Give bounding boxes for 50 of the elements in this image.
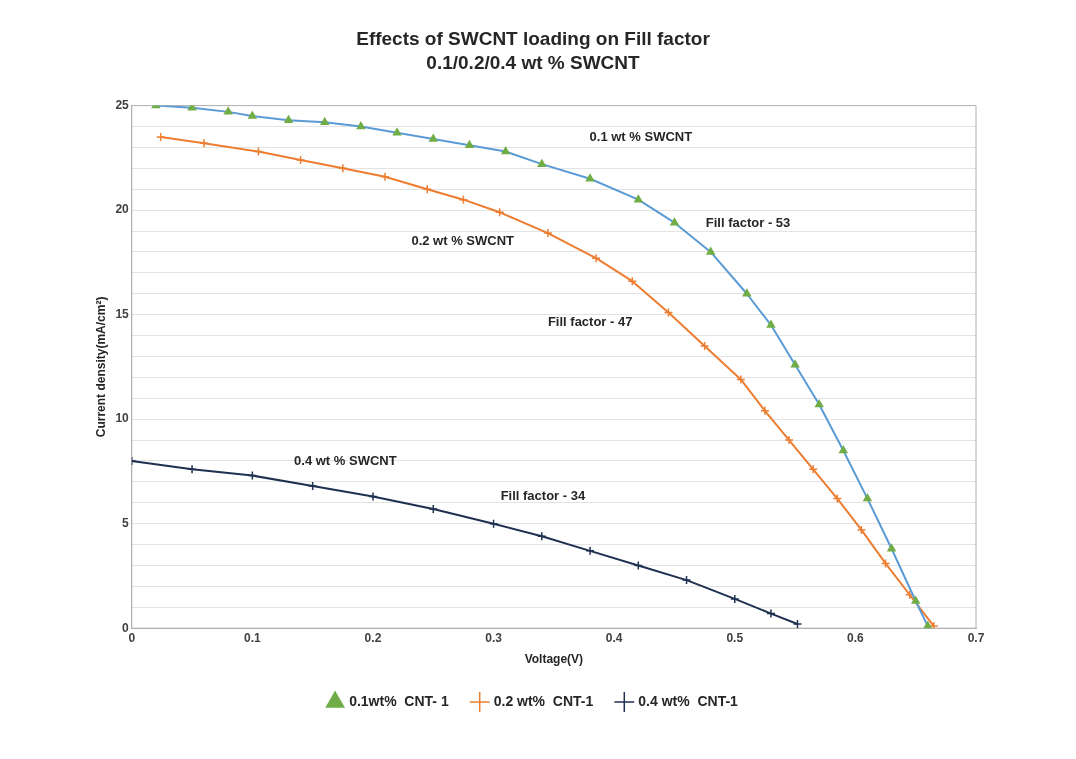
point <box>537 531 547 541</box>
chart-title: Effects of SWCNT loading on Fill factor <box>356 27 711 49</box>
point <box>699 341 710 351</box>
x-axis-title: Voltage(V) <box>524 652 584 667</box>
x-tick-label: 0.5 <box>726 630 744 645</box>
y-tick-label: 10 <box>115 411 130 426</box>
point <box>494 207 505 217</box>
point <box>784 435 794 445</box>
point <box>422 184 432 194</box>
y-tick-label: 25 <box>115 97 130 112</box>
annotation: 0.1 wt % SWCNT <box>589 128 693 144</box>
point <box>792 619 803 629</box>
point <box>766 608 776 619</box>
point <box>585 546 595 556</box>
x-tick-label: 0.6 <box>847 630 865 645</box>
point <box>591 253 601 263</box>
point <box>307 481 318 491</box>
point <box>808 464 818 475</box>
point <box>428 504 439 514</box>
y-tick-label: 15 <box>115 306 130 321</box>
legend-label: 0.4 wt% CNT-1 <box>638 692 739 709</box>
x-tick-label: 0.1 <box>244 630 262 645</box>
point <box>155 132 166 142</box>
annotation: 0.2 wt % SWCNT <box>411 233 515 249</box>
point <box>681 575 692 585</box>
point <box>730 594 740 604</box>
point <box>187 464 197 475</box>
x-tick-label: 0.7 <box>967 630 985 645</box>
point <box>543 228 553 238</box>
legend-label: 0.2 wt% CNT-1 <box>493 692 594 709</box>
annotation: 0.4 wt % SWCNT <box>294 452 397 468</box>
y-tick-label: 5 <box>122 515 130 530</box>
x-tick-label: 0.4 <box>605 630 623 645</box>
y-tick-label: 0 <box>122 620 130 635</box>
point <box>627 276 638 286</box>
legend-label: 0.1wt% CNT- 1 <box>349 692 449 709</box>
x-tick-label: 0.2 <box>364 630 382 645</box>
chart-subtitle: 0.1/0.2/0.4 wt % SWCNT <box>426 52 641 74</box>
point <box>929 621 939 629</box>
point <box>295 155 306 165</box>
x-tick-label: 0.3 <box>485 630 503 645</box>
annotation: Fill factor - 34 <box>500 487 586 503</box>
point <box>856 525 867 535</box>
point <box>368 491 378 502</box>
y-tick-label: 20 <box>115 202 130 217</box>
y-axis-title: Current density(mA/cm²) <box>93 296 108 438</box>
point <box>736 374 746 385</box>
annotation: Fill factor - 47 <box>547 314 633 330</box>
point <box>760 406 770 416</box>
annotation: Fill factor - 53 <box>705 214 791 230</box>
